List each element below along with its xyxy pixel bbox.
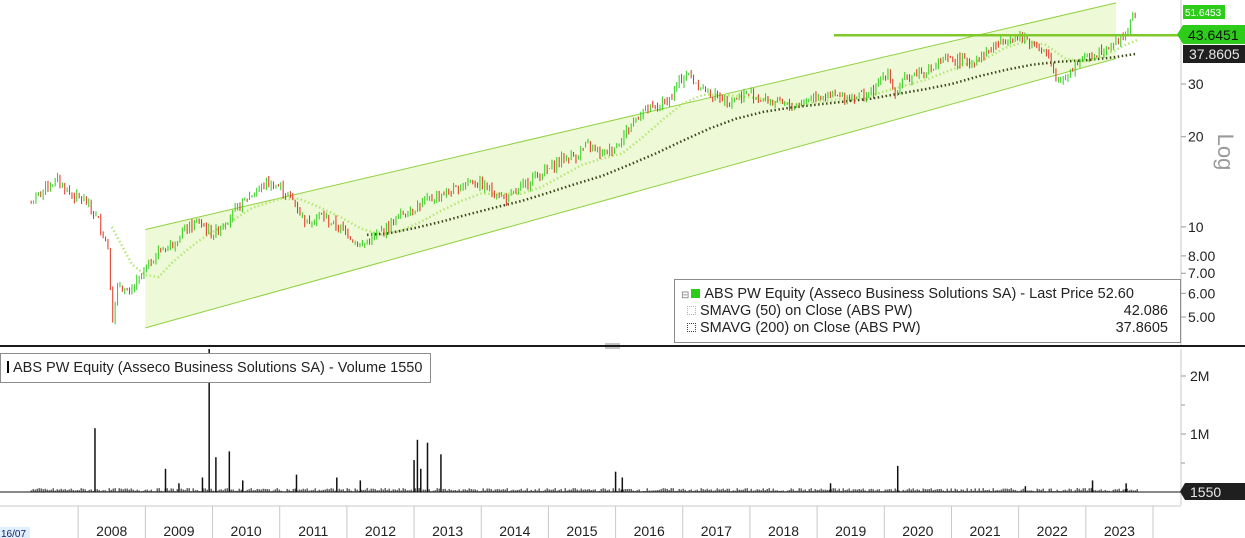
price-panel — [30, 2, 1181, 329]
time-tick-label: 2012 — [365, 523, 396, 538]
time-tick-label: 2009 — [163, 523, 194, 538]
legend-item-last-price: ⊟ ABS PW Equity (Asseco Business Solution… — [681, 286, 1134, 302]
volume-legend-swatch — [7, 361, 9, 373]
time-tick-label: 2019 — [835, 523, 866, 538]
time-tick-label: 2011 — [298, 523, 328, 538]
trend-channel-lower — [145, 58, 1117, 329]
time-tick-label: 2008 — [96, 523, 127, 538]
volume-last-badge-text: 1550 — [1190, 484, 1221, 500]
price-tick-label: 20 — [1188, 129, 1204, 145]
legend-item-sma50: SMAVG (50) on Close (ABS PW) 42.086 — [687, 303, 1178, 320]
time-axis-ticks: 2008 2009 2010 2011 2012 2013 2014 2015 2016 2017… — [77, 506, 1154, 538]
time-tick-label: 2018 — [768, 523, 799, 538]
time-tick-label: 2022 — [1037, 523, 1068, 538]
time-tick-label: 2014 — [499, 523, 530, 538]
volume-tick-label: 1M — [1190, 426, 1209, 442]
time-tick-label: 2016 — [634, 523, 665, 538]
time-tick-label: 2015 — [566, 523, 597, 538]
legend-value-sma200: 37.8605 — [1115, 320, 1168, 336]
price-badge-sma200: 37.8605 — [1183, 45, 1245, 63]
legend-item-sma200: SMAVG (200) on Close (ABS PW) 37.8605 — [687, 320, 1178, 337]
trend-channel-upper — [145, 2, 1117, 230]
legend-label-last-price: ABS PW Equity (Asseco Business Solutions… — [704, 286, 1134, 302]
legend-value-sma50: 42.086 — [1123, 303, 1168, 319]
volume-bars — [0, 349, 1181, 493]
volume-legend[interactable]: ABS PW Equity (Asseco Business Solutions… — [0, 353, 432, 383]
volume-last-badge: 1550 — [1180, 483, 1245, 500]
start-date-badge — [0, 527, 30, 538]
price-tick-label: 10 — [1188, 219, 1204, 235]
legend-label-sma50: SMAVG (50) on Close (ABS PW) — [700, 303, 913, 319]
legend-swatch-sma50 — [687, 306, 696, 315]
time-tick-label: 2023 — [1104, 523, 1135, 538]
price-tick-label: 5.00 — [1188, 309, 1215, 325]
price-tick-label: 30 — [1188, 76, 1204, 92]
price-tick-label: 7.00 — [1188, 265, 1215, 281]
price-badge-high-text: 51.6453 — [1185, 8, 1222, 19]
price-tick-label: 6.00 — [1188, 285, 1215, 301]
time-tick-label: 2013 — [432, 523, 463, 538]
price-legend[interactable]: ⊟ ABS PW Equity (Asseco Business Solution… — [674, 279, 1181, 343]
volume-legend-label: ABS PW Equity (Asseco Business Solutions… — [13, 360, 423, 376]
volume-axis-ticks: 2M 1M — [1181, 368, 1209, 464]
time-tick-label: 2017 — [701, 523, 732, 538]
time-tick-label: 2010 — [231, 523, 262, 538]
price-candles — [30, 12, 1136, 325]
legend-swatch-last-price — [691, 289, 701, 298]
price-axis-ticks: 5.00 6.00 7.008.00 10 20 30 — [1181, 76, 1215, 325]
volume-tick-label: 2M — [1190, 368, 1209, 384]
log-scale-label: Log — [1213, 134, 1238, 171]
price-badge-level: 43.6451 — [1177, 25, 1245, 44]
legend-swatch-sma200 — [687, 323, 696, 332]
start-date-label: 16/07 — [1, 529, 26, 538]
time-tick-label: 2020 — [902, 523, 933, 538]
price-badge-high: 51.6453 — [1183, 5, 1225, 19]
legend-label-sma200: SMAVG (200) on Close (ABS PW) — [700, 320, 921, 336]
price-badge-level-text: 43.6451 — [1188, 27, 1239, 43]
price-badge-sma200-text: 37.8605 — [1189, 46, 1240, 62]
time-tick-label: 2021 — [969, 523, 1000, 538]
price-tick-label: 8.00 — [1188, 248, 1215, 264]
